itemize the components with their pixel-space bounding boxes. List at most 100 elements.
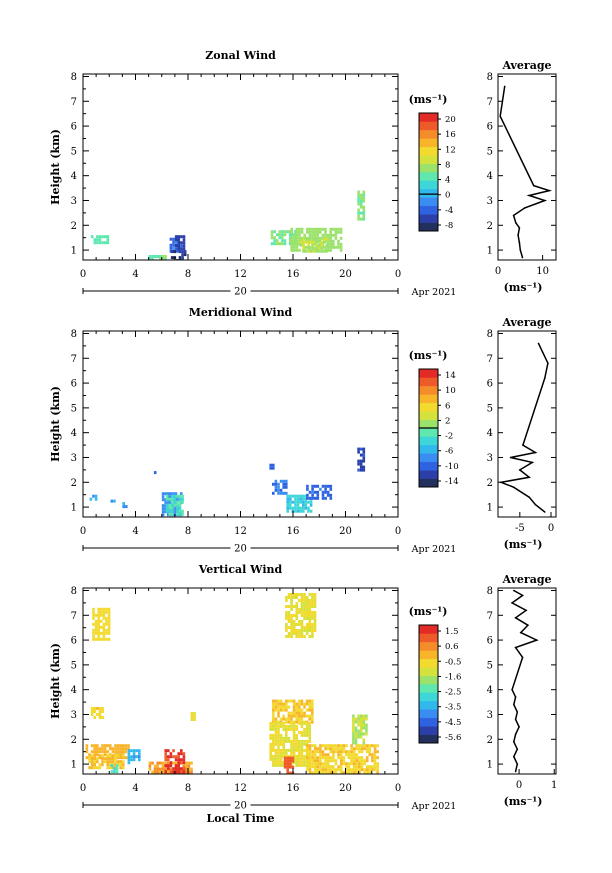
heatmap-cell <box>292 733 296 737</box>
heatmap-cell <box>313 242 317 246</box>
heatmap-cell <box>304 237 308 241</box>
heatmap-cell <box>170 503 174 507</box>
heatmap-cell <box>329 756 333 760</box>
heatmap-cell <box>272 717 275 721</box>
heatmap-cell <box>300 602 304 605</box>
heatmap-cell <box>285 754 288 758</box>
heatmap-cell <box>339 236 343 240</box>
heatmap-cell <box>329 759 333 763</box>
heatmap-cell <box>319 750 322 754</box>
heatmap-cell <box>92 628 95 632</box>
heatmap-cell <box>320 249 323 253</box>
heatmap-cell <box>274 705 278 709</box>
heatmap-cell <box>190 770 193 774</box>
heatmap-cell <box>185 767 188 771</box>
heatmap-cell <box>174 755 178 759</box>
heatmap-cell <box>316 496 320 500</box>
heatmap-cell <box>277 742 280 746</box>
heatmap-cell <box>102 613 106 617</box>
heatmap-cell <box>93 760 96 764</box>
heatmap-cell <box>292 727 296 731</box>
heatmap-cell <box>352 723 355 727</box>
heatmap-cell <box>352 717 355 721</box>
heatmap-cell <box>308 733 311 737</box>
heatmap-cell <box>122 754 125 758</box>
heatmap-cell <box>359 723 363 727</box>
heatmap-cell <box>110 770 114 774</box>
heatmap-cell <box>300 745 304 749</box>
heatmap-cell <box>135 755 138 759</box>
heatmap-cell <box>354 717 358 721</box>
y-tick-label: 2 <box>71 735 77 746</box>
heatmap-cell <box>293 236 296 240</box>
heatmap-cell <box>90 757 94 761</box>
heatmap-cell <box>290 242 293 246</box>
colorbar-swatch <box>419 453 438 463</box>
colorbar: (ms⁻¹)1.50.6-0.5-1.6-2.5-3.5-4.5-5.6 <box>409 605 461 744</box>
date-day-label: 20 <box>234 287 247 298</box>
heatmap-cell <box>168 503 171 507</box>
heatmap-cell <box>308 708 311 712</box>
heatmap-cell <box>311 753 314 757</box>
heatmap-cell <box>279 491 283 495</box>
heatmap-cell <box>111 754 115 758</box>
heatmap-cell <box>116 760 120 764</box>
heatmap-cell <box>300 760 304 764</box>
heatmap-cell <box>329 245 332 249</box>
heatmap-cell <box>308 727 311 731</box>
heatmap-cell <box>334 750 338 754</box>
heatmap-cell <box>311 756 314 760</box>
heatmap-cell <box>107 628 111 632</box>
heatmap-cell <box>165 503 169 507</box>
heatmap-cell <box>321 484 325 488</box>
heatmap-cell <box>170 250 174 254</box>
heatmap-cell <box>177 770 180 774</box>
heatmap-cell <box>161 767 165 771</box>
heatmap-cell <box>311 762 314 766</box>
heatmap-cell <box>332 759 335 763</box>
heatmap-cell <box>324 771 327 774</box>
profile-point <box>537 342 540 345</box>
heatmap-cell <box>363 768 366 772</box>
heatmap-cell <box>181 250 184 254</box>
heatmap-cell <box>96 747 99 751</box>
colorbar-swatch <box>419 419 438 429</box>
heatmap-cell <box>119 763 122 767</box>
heatmap-cell <box>167 764 170 768</box>
heatmap-cell <box>173 497 177 501</box>
heatmap-cell <box>345 744 348 748</box>
heatmap-cell <box>106 241 110 245</box>
heatmap-cell <box>181 500 184 504</box>
heatmap-cell <box>354 738 358 742</box>
heatmap-cell <box>354 726 358 730</box>
heatmap-cell <box>93 238 97 242</box>
profile-y-tick-label: 2 <box>487 221 493 232</box>
heatmap-cell <box>316 230 319 234</box>
heatmap-cell <box>359 732 363 736</box>
heatmap-cell <box>313 750 317 754</box>
heatmap-cell <box>292 699 296 703</box>
heatmap-cell <box>315 249 318 253</box>
heatmap-cell <box>97 637 100 641</box>
heatmap-cell <box>300 730 304 734</box>
heatmap-cell <box>299 500 302 504</box>
heatmap-patch <box>285 593 317 638</box>
heatmap-cell <box>294 503 297 507</box>
heatmap-cell <box>303 626 306 629</box>
heatmap-cell <box>303 608 306 611</box>
heatmap-cell <box>173 503 177 507</box>
heatmap-cell <box>181 253 184 257</box>
heatmap-cell <box>292 629 296 632</box>
heatmap-cell <box>295 623 299 626</box>
profile-y-tick-label: 8 <box>487 586 493 597</box>
heatmap-cell <box>115 767 119 771</box>
heatmap-cell <box>350 756 353 760</box>
heatmap-cell <box>300 754 304 758</box>
profile-y-tick-label: 4 <box>487 428 493 439</box>
y-tick-label: 3 <box>71 710 77 721</box>
panel-title: Zonal Wind <box>205 49 276 62</box>
heatmap-cell <box>342 744 346 748</box>
heatmap-cell <box>311 593 314 596</box>
heatmap-cell <box>298 593 301 596</box>
heatmap-cell <box>319 227 322 231</box>
